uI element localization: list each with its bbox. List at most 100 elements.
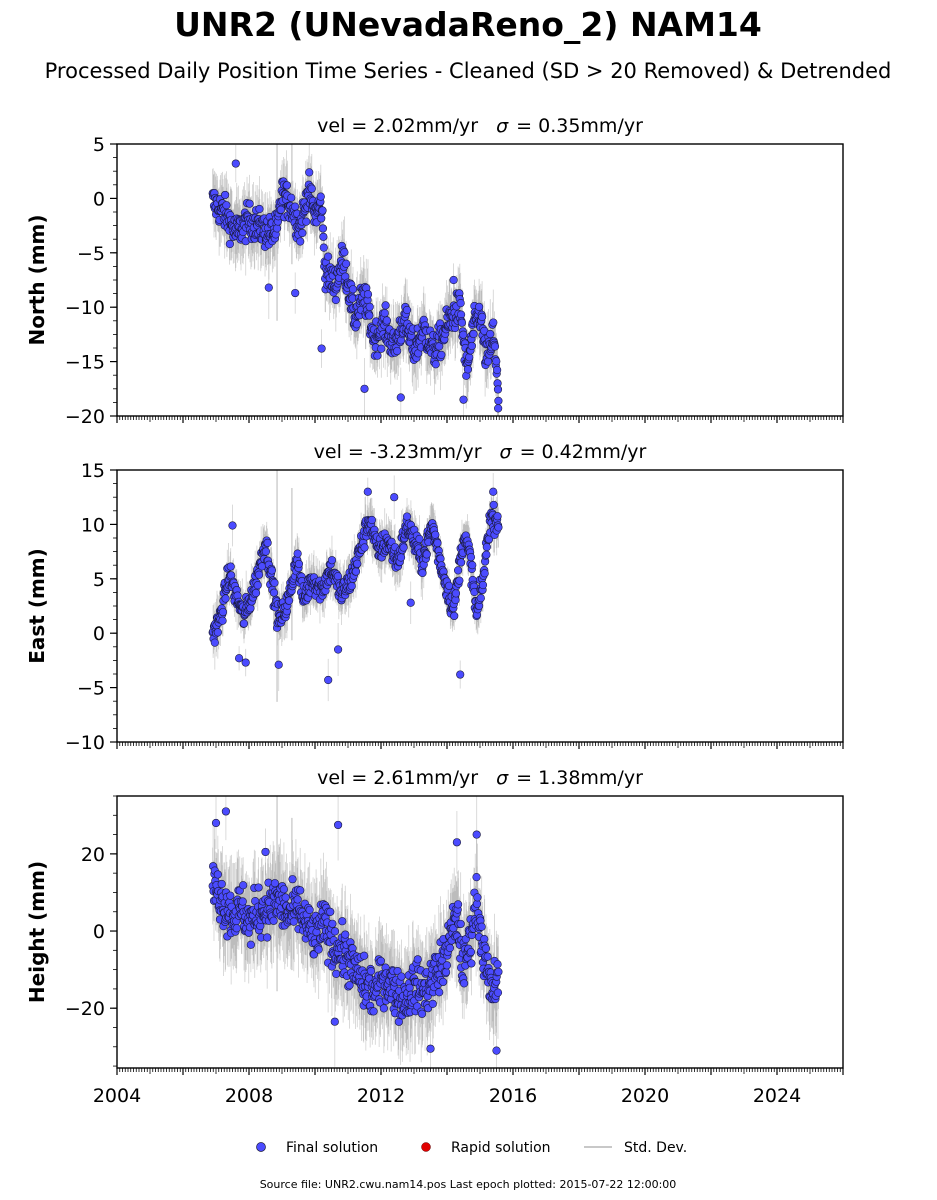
final-solution-point xyxy=(377,344,386,353)
final-solution-point xyxy=(450,611,459,621)
final-solution-point xyxy=(269,588,279,597)
final-solution-point xyxy=(318,224,328,233)
figure-title: UNR2 (UNevadaReno_2) NAM14 xyxy=(174,5,762,44)
final-solution-point xyxy=(467,341,476,351)
north-panel: vel = 2.02mm/yr σ = 0.35mm/yr North (mm) 5… xyxy=(25,115,844,428)
final-solution-point xyxy=(493,988,503,997)
final-solution-point xyxy=(428,999,437,1008)
y-tick-label: 15 xyxy=(81,460,105,482)
final-solution-point xyxy=(379,1004,388,1013)
final-solution-point xyxy=(302,217,311,226)
final-solution-point xyxy=(293,549,302,558)
final-solution-point xyxy=(238,897,247,906)
final-solution-point xyxy=(319,232,328,241)
final-solution-point xyxy=(328,919,337,928)
x-tick-label: 2024 xyxy=(753,1085,801,1107)
east-sigma: = 0.42mm/yr xyxy=(520,441,647,463)
y-tick-label: −20 xyxy=(65,406,105,428)
final-solution-point xyxy=(270,578,279,587)
final-solution-point xyxy=(226,562,235,571)
y-tick-label: −20 xyxy=(65,998,105,1020)
final-solution-point xyxy=(463,365,473,374)
final-solution-point xyxy=(232,924,241,933)
final-solution-point xyxy=(326,907,335,916)
final-solution-point xyxy=(345,981,354,990)
final-solution-point xyxy=(231,159,240,168)
final-solution-point xyxy=(493,960,502,969)
legend-rapid-marker xyxy=(421,1142,431,1152)
final-solution-point xyxy=(441,968,451,977)
final-solution-point xyxy=(365,302,374,311)
final-solution-point xyxy=(263,933,272,942)
final-solution-point xyxy=(330,1017,339,1026)
legend-final-label: Final solution xyxy=(286,1140,378,1156)
final-solution-point xyxy=(279,885,289,894)
final-solution-point xyxy=(314,945,323,954)
final-solution-point xyxy=(366,966,376,976)
final-solution-point xyxy=(241,658,250,667)
y-tick-label: −5 xyxy=(77,678,105,700)
final-solution-point xyxy=(476,594,485,603)
sigma-symbol: σ xyxy=(496,767,509,789)
final-solution-point xyxy=(466,553,476,562)
final-solution-point xyxy=(490,342,500,351)
y-tick-label: 0 xyxy=(93,188,105,210)
final-solution-point xyxy=(261,547,270,556)
y-tick-label: −5 xyxy=(77,243,105,265)
final-solution-point xyxy=(340,248,349,257)
final-solution-point xyxy=(459,395,468,404)
east-panel: vel = -3.23mm/yr σ = 0.42mm/yr East (mm) 1… xyxy=(25,441,844,754)
legend-final-marker xyxy=(256,1142,266,1152)
height-panel-title: vel = 2.61mm/yr σ = 1.38mm/yr xyxy=(317,767,643,789)
final-solution-point xyxy=(274,660,283,669)
final-solution-point xyxy=(402,305,412,315)
height-sigma: = 1.38mm/yr xyxy=(516,767,643,789)
final-solution-point xyxy=(494,404,503,413)
final-solution-point xyxy=(482,542,491,552)
final-solution-point xyxy=(347,581,356,591)
final-solution-point xyxy=(437,350,446,359)
final-solution-point xyxy=(494,523,503,532)
final-solution-point xyxy=(493,385,503,394)
final-solution-point xyxy=(465,353,474,362)
final-solution-point xyxy=(436,554,445,563)
final-solution-point xyxy=(489,487,498,496)
height-y-label: Height (mm) xyxy=(25,861,49,1003)
final-solution-point xyxy=(218,616,227,625)
final-solution-point xyxy=(390,493,399,502)
final-solution-point xyxy=(296,237,305,246)
final-solution-point xyxy=(351,567,361,576)
height-panel: vel = 2.61mm/yr σ = 1.38mm/yr Height (mm) … xyxy=(25,767,844,1075)
final-solution-point xyxy=(494,396,503,405)
legend-std-label: Std. Dev. xyxy=(624,1140,687,1156)
final-solution-point xyxy=(334,820,343,830)
final-solution-point xyxy=(298,228,307,238)
final-solution-point xyxy=(492,357,501,366)
final-solution-point xyxy=(438,977,448,987)
final-solution-point xyxy=(239,619,249,628)
final-solution-point xyxy=(363,487,372,496)
y-tick-label: −15 xyxy=(65,352,105,374)
final-solution-point xyxy=(483,952,492,961)
final-solution-point xyxy=(455,576,464,585)
final-solution-point xyxy=(393,346,402,356)
final-solution-point xyxy=(353,559,362,568)
final-solution-point xyxy=(442,961,452,970)
final-solution-point xyxy=(287,193,296,202)
final-solution-point xyxy=(435,988,444,997)
final-solution-point xyxy=(484,357,493,366)
final-solution-point xyxy=(452,838,462,847)
final-solution-point xyxy=(218,607,228,617)
sigma-symbol: σ xyxy=(496,115,509,137)
final-solution-point xyxy=(478,580,488,590)
final-solution-point xyxy=(317,214,326,223)
legend-rapid-label: Rapid solution xyxy=(451,1140,551,1156)
final-solution-point xyxy=(338,917,347,926)
y-tick-label: −10 xyxy=(65,732,105,754)
final-solution-point xyxy=(332,969,341,978)
final-solution-point xyxy=(431,360,440,369)
final-solution-point xyxy=(402,512,412,521)
final-solution-point xyxy=(272,224,282,233)
final-solution-point xyxy=(317,344,326,353)
